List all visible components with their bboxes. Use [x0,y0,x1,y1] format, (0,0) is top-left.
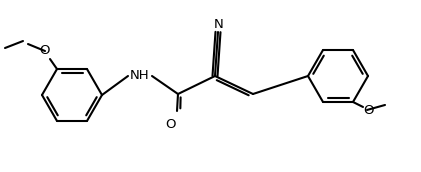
Text: O: O [39,44,49,57]
Text: O: O [165,117,175,131]
Text: N: N [214,18,224,30]
Text: NH: NH [130,68,150,82]
Text: O: O [363,104,373,117]
